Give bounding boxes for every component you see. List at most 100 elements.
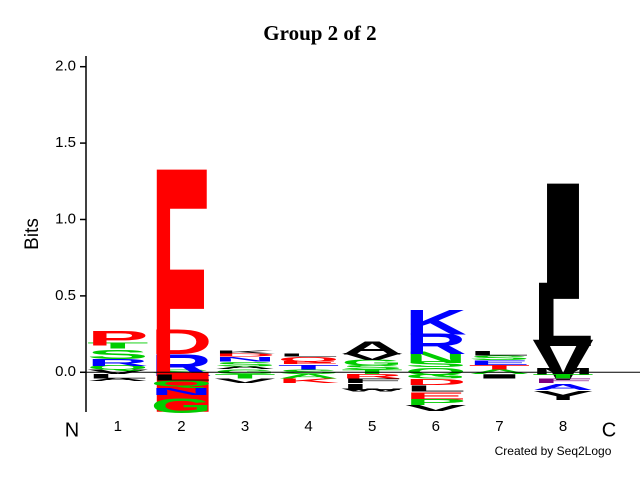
letter: A (341, 338, 403, 359)
letter-mark: A (341, 338, 403, 359)
x-tick-label: 3 (241, 418, 249, 435)
letter-mark: V (405, 404, 471, 413)
letter-mark: L (341, 383, 403, 392)
letter: F (532, 378, 594, 385)
letter: E (278, 361, 342, 366)
letter: S (469, 355, 531, 362)
letter-mark: R (405, 328, 467, 361)
letter: N (405, 348, 467, 367)
letter: F (341, 378, 403, 385)
letter: A (214, 365, 279, 370)
letter: Y (532, 389, 594, 403)
letter-mark: R (87, 357, 151, 368)
letter: T (278, 364, 340, 371)
letter: L (405, 384, 467, 393)
letter-mark: F (532, 378, 594, 385)
letter: R (341, 373, 404, 380)
letter-mark: E (278, 361, 342, 366)
letter: T (532, 373, 594, 380)
letter: S (214, 361, 276, 368)
n-terminus-label: N (65, 419, 79, 441)
letter-mark: S (405, 360, 467, 369)
letter-mark: T (532, 373, 594, 380)
letter: K (405, 303, 467, 342)
letter-mark: W (341, 388, 404, 393)
letter-mark: P (405, 398, 467, 407)
letter-mark: I (469, 373, 531, 380)
y-tick-label: 0.5 (55, 287, 76, 304)
y-tick-label: 1.0 (55, 210, 76, 227)
letter: P (405, 398, 467, 407)
letter-mark: S (341, 364, 403, 371)
letter-mark: D (214, 353, 276, 358)
letter: L (87, 373, 149, 380)
footer: Created by Seq2Logo (495, 444, 612, 458)
letter: L (469, 351, 531, 358)
letter: D (405, 378, 467, 387)
letter: T (469, 364, 531, 371)
letter-mark: S (87, 347, 149, 361)
letter: Q (278, 357, 340, 364)
letter-mark: V (341, 351, 405, 362)
letter-mark: E (151, 93, 213, 480)
letter: P (87, 327, 149, 351)
letter: A (532, 383, 594, 392)
letter: L (151, 373, 213, 382)
letter-mark: E (469, 360, 531, 367)
letter-mark: K (214, 350, 279, 355)
letter-mark: L (405, 384, 467, 393)
letter-mark: A (214, 365, 279, 370)
letter-mark: L (532, 265, 594, 367)
letter: Q (151, 380, 213, 389)
x-tick-label: 7 (495, 418, 503, 435)
letter-mark: N (214, 357, 276, 364)
x-tick-label: 5 (368, 418, 376, 435)
letter-mark: T (278, 364, 340, 371)
x-tick-label: 4 (304, 418, 312, 435)
letter: E (405, 391, 469, 402)
x-tick-label: 8 (559, 418, 567, 435)
letter-mark: A (532, 383, 594, 392)
letter-mark: K (278, 378, 341, 385)
letter: K (214, 350, 279, 355)
letter: D (151, 323, 213, 362)
letter: N (151, 386, 213, 397)
letter-mark: I (532, 149, 594, 336)
letter-mark: D (405, 378, 467, 387)
letter: S (87, 347, 149, 361)
y-axis-label: Bits (22, 218, 43, 250)
letter: G (151, 395, 213, 419)
letter: W (341, 388, 404, 393)
letter-mark: G (405, 373, 467, 380)
letter: S (341, 364, 403, 371)
letter: L (278, 353, 341, 358)
letter-mark: G (341, 358, 403, 367)
letter: Q (87, 364, 149, 371)
letter: A (278, 373, 341, 380)
x-tick-label: 1 (114, 418, 122, 435)
letter-mark: T (469, 364, 531, 371)
letter-mark: K (405, 303, 467, 342)
letter-mark: G (151, 395, 213, 419)
letter-mark: L (469, 351, 531, 358)
letter-mark: D (151, 323, 213, 362)
letter-mark: R (341, 373, 404, 380)
letter-mark: Q (278, 357, 340, 364)
letter-mark: Y (532, 389, 594, 403)
letter: V (341, 351, 405, 362)
letter-mark: V (214, 378, 276, 385)
letter-mark: T (87, 341, 153, 350)
letter-mark: A (87, 378, 152, 383)
y-tick-label: 1.5 (55, 134, 76, 151)
letter-mark: P (87, 327, 149, 351)
letter: I (469, 373, 531, 380)
x-tick-label: 6 (432, 418, 440, 435)
letter: I (532, 149, 594, 336)
letter-mark: T (214, 373, 276, 380)
letter: N (214, 357, 276, 364)
letter-mark: Q (87, 364, 149, 371)
letter-mark: E (405, 391, 469, 402)
letter: A (87, 378, 152, 383)
